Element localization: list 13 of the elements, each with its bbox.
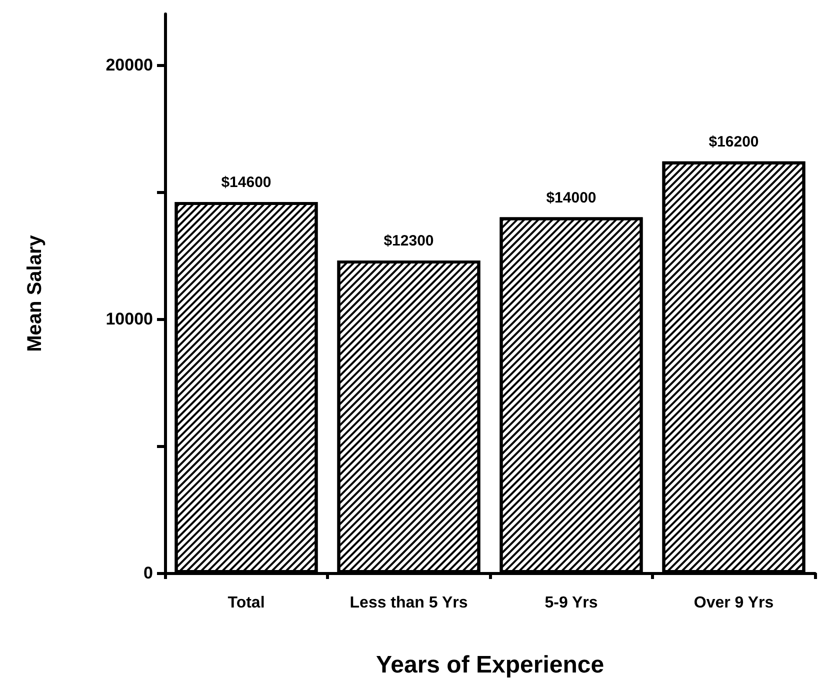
x-tick-label: Over 9 Yrs: [694, 594, 774, 612]
x-tick-label: 5-9 Yrs: [544, 594, 598, 612]
data-label: $12300: [384, 232, 434, 250]
x-tick-label: Less than 5 Yrs: [350, 594, 468, 612]
x-axis-title: Years of Experience: [376, 652, 604, 678]
y-tick-label: 0: [144, 564, 153, 582]
data-label: $14000: [546, 189, 596, 206]
data-label: $16200: [708, 133, 759, 150]
y-tick-label: 10000: [106, 309, 153, 328]
data-label: $14600: [221, 174, 272, 192]
y-tick-label: 20000: [106, 55, 153, 74]
y-axis-title: Mean Salary: [24, 234, 46, 352]
x-tick-label: Total: [228, 594, 265, 612]
